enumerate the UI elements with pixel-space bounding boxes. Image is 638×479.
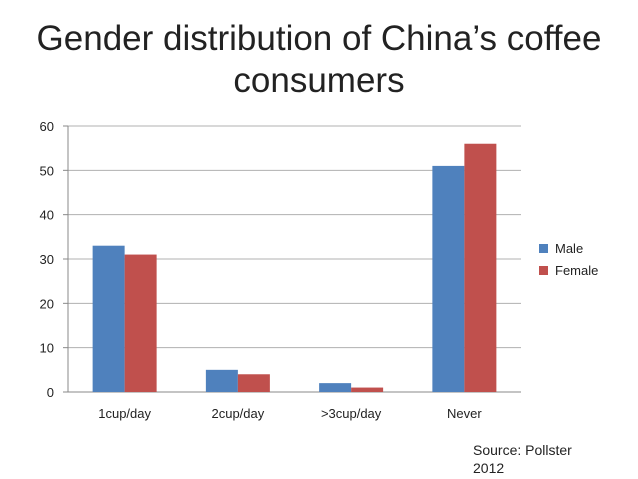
x-tick-labels: 1cup/day 2cup/day >3cup/day Never: [98, 406, 482, 421]
y-tick-label: 20: [40, 296, 54, 311]
source-line-2: 2012: [473, 460, 505, 476]
bar-female-3: [464, 143, 497, 392]
bar-female-2: [351, 387, 384, 392]
x-tick-label: Never: [447, 406, 482, 421]
bar-male-3: [432, 165, 465, 392]
y-tick-label: 60: [40, 119, 54, 134]
legend-label-male: Male: [555, 241, 583, 256]
y-tick-label: 30: [40, 252, 54, 267]
legend-swatch-female: [539, 266, 548, 275]
bars: [92, 143, 497, 392]
y-tick-label: 40: [40, 208, 54, 223]
y-tick-labels: 0 10 20 30 40 50 60: [40, 119, 54, 400]
bar-female-0: [124, 254, 157, 392]
legend-label-female: Female: [555, 263, 598, 278]
y-tick-label: 50: [40, 163, 54, 178]
bar-male-1: [205, 369, 238, 392]
source-note: Source: Pollster 2012: [473, 441, 572, 477]
x-tick-label: 2cup/day: [211, 406, 264, 421]
legend: Male Female: [539, 241, 598, 278]
source-line-1: Source: Pollster: [473, 442, 572, 458]
bar-male-0: [92, 245, 125, 392]
x-tick-label: >3cup/day: [321, 406, 382, 421]
x-tick-label: 1cup/day: [98, 406, 151, 421]
chart-title: Gender distribution of China’s coffee co…: [36, 19, 602, 100]
bar-female-1: [237, 374, 270, 392]
legend-swatch-male: [539, 244, 548, 253]
y-tick-label: 10: [40, 341, 54, 356]
y-tick-label: 0: [47, 385, 54, 400]
bar-male-2: [319, 383, 352, 392]
